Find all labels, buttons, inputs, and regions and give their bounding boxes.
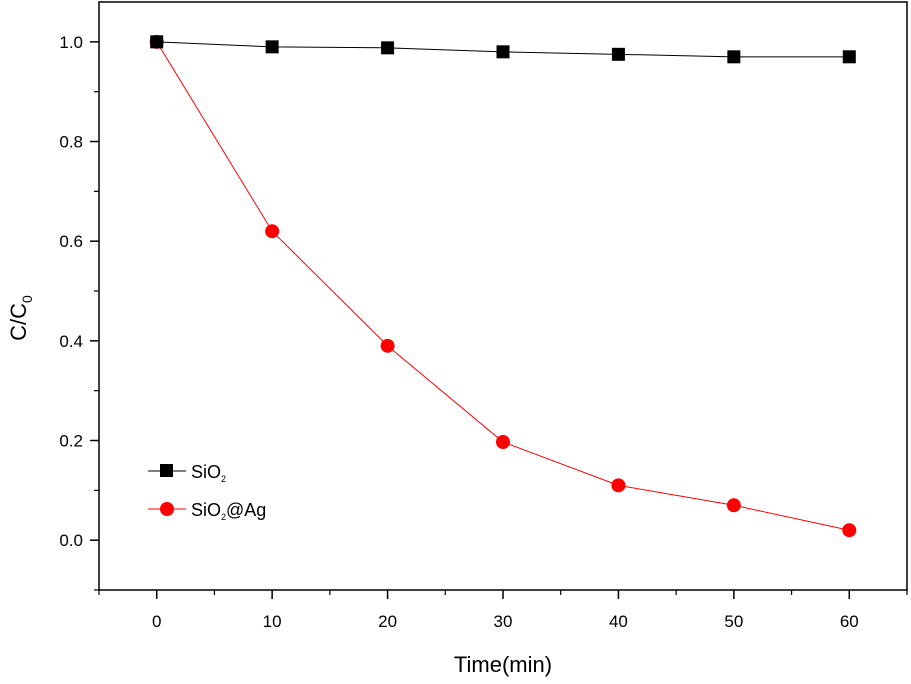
data-point — [380, 338, 395, 353]
legend-label-sio2-ag-sub: 2 — [221, 512, 226, 522]
series-sio2-ag — [149, 34, 857, 538]
x-axis-ticks: 0 10 20 30 40 50 60 — [98, 590, 908, 631]
data-point — [496, 45, 510, 59]
x-tick-label: 40 — [609, 612, 628, 631]
data-point — [150, 35, 164, 49]
series-line — [156, 41, 850, 531]
series-layer — [149, 34, 857, 538]
y-tick-label: 1.0 — [59, 33, 83, 52]
legend-label-sio2-ag-suffix: @Ag — [226, 500, 266, 520]
legend-marker-sio2-ag — [160, 502, 174, 516]
legend-entry-sio2: SiO2 — [148, 462, 226, 484]
x-tick-label: 30 — [494, 612, 513, 631]
legend-entry-sio2-ag: SiO2@Ag — [148, 500, 266, 522]
data-point — [842, 523, 857, 538]
y-tick-label: 0.8 — [59, 133, 83, 152]
y-axis-title-main: C/C — [6, 303, 31, 341]
data-point — [842, 50, 856, 64]
data-point — [726, 498, 741, 513]
legend-label-sio2: SiO2 — [191, 462, 226, 484]
data-point — [727, 50, 741, 64]
legend-label-sio2-main: SiO — [191, 462, 221, 482]
y-tick-label: 0.6 — [59, 232, 83, 251]
data-point — [611, 47, 625, 61]
x-tick-label: 20 — [378, 612, 397, 631]
y-tick-label: 0.0 — [59, 531, 83, 550]
legend-marker-sio2 — [160, 464, 173, 477]
data-point — [265, 40, 279, 54]
y-axis-ticks: 0.0 0.2 0.4 0.6 0.8 1.0 — [59, 33, 99, 591]
x-tick-label: 0 — [152, 612, 161, 631]
data-point — [496, 435, 510, 450]
x-tick-label: 10 — [263, 612, 282, 631]
x-tick-label: 50 — [724, 612, 743, 631]
data-point — [265, 224, 280, 239]
data-point — [611, 478, 626, 493]
legend-label-sio2-ag: SiO2@Ag — [191, 500, 266, 522]
y-axis-title: C/C0 — [6, 295, 35, 341]
data-point — [381, 41, 395, 55]
y-tick-label: 0.2 — [59, 432, 83, 451]
x-axis-title: Time(min) — [454, 652, 552, 677]
legend-label-sio2-sub: 2 — [221, 474, 226, 484]
series-sio2 — [150, 35, 856, 64]
legend-label-sio2-ag-main: SiO — [191, 500, 221, 520]
legend: SiO2 SiO2@Ag — [148, 462, 266, 522]
x-tick-label: 60 — [840, 612, 859, 631]
y-tick-label: 0.4 — [59, 332, 83, 351]
y-axis-title-sub: 0 — [19, 295, 35, 303]
